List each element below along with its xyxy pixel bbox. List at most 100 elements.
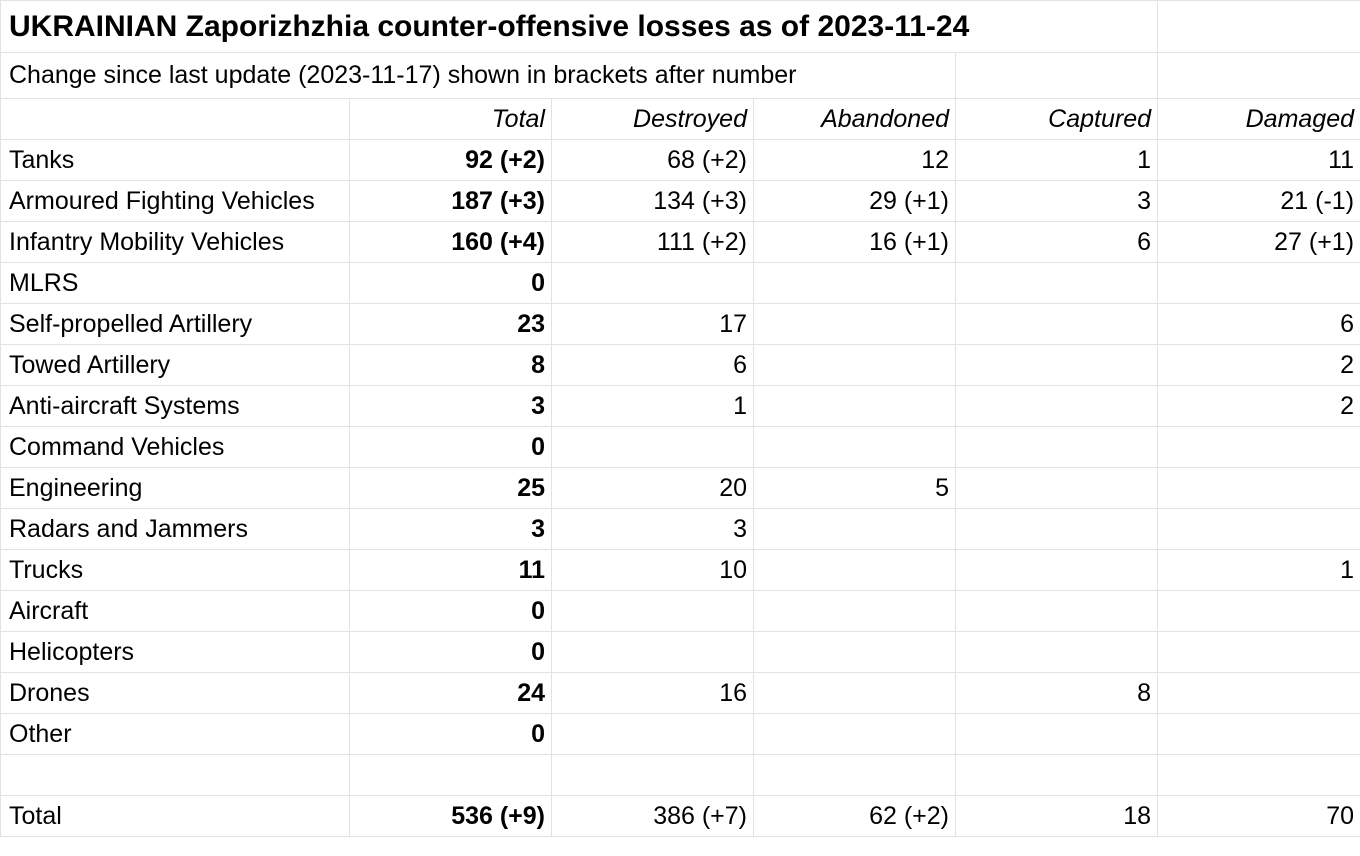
cell[interactable]: 29 (+1): [753, 180, 956, 222]
cell[interactable]: 16: [551, 672, 754, 714]
cell[interactable]: Total: [349, 98, 552, 140]
cell[interactable]: 3: [349, 508, 552, 550]
cell[interactable]: 0: [349, 262, 552, 304]
cell[interactable]: [954, 52, 1159, 99]
cell[interactable]: Drones: [0, 672, 350, 714]
cell[interactable]: 6: [954, 221, 1159, 263]
cell[interactable]: Other: [0, 713, 350, 755]
cell[interactable]: Radars and Jammers: [0, 508, 350, 550]
cell[interactable]: [753, 508, 956, 550]
cell[interactable]: 92 (+2): [349, 139, 552, 181]
cell[interactable]: Command Vehicles: [0, 426, 350, 468]
cell[interactable]: [1157, 754, 1360, 796]
cell[interactable]: [753, 262, 956, 304]
cell[interactable]: [1157, 590, 1360, 632]
cell[interactable]: [753, 754, 956, 796]
cell[interactable]: [1157, 52, 1360, 99]
cell[interactable]: 11: [1157, 139, 1360, 181]
cell[interactable]: [753, 303, 956, 345]
cell[interactable]: 1: [1157, 549, 1360, 591]
cell[interactable]: 20: [551, 467, 754, 509]
cell[interactable]: [954, 713, 1159, 755]
cell[interactable]: 536 (+9): [349, 795, 552, 837]
cell[interactable]: 160 (+4): [349, 221, 552, 263]
cell[interactable]: 111 (+2): [551, 221, 754, 263]
cell[interactable]: Armoured Fighting Vehicles: [0, 180, 350, 222]
cell[interactable]: MLRS: [0, 262, 350, 304]
cell[interactable]: [551, 426, 754, 468]
cell[interactable]: Infantry Mobility Vehicles: [0, 221, 350, 263]
cell[interactable]: Destroyed: [551, 98, 754, 140]
cell[interactable]: Towed Artillery: [0, 344, 350, 386]
cell[interactable]: 386 (+7): [551, 795, 754, 837]
subtitle[interactable]: Change since last update (2023-11-17) sh…: [0, 52, 956, 99]
cell[interactable]: Tanks: [0, 139, 350, 181]
cell[interactable]: 23: [349, 303, 552, 345]
cell[interactable]: [753, 385, 956, 427]
cell[interactable]: [551, 754, 754, 796]
cell[interactable]: 3: [954, 180, 1159, 222]
cell[interactable]: 0: [349, 426, 552, 468]
cell[interactable]: 16 (+1): [753, 221, 956, 263]
cell[interactable]: 1: [551, 385, 754, 427]
cell[interactable]: Helicopters: [0, 631, 350, 673]
cell[interactable]: Aircraft: [0, 590, 350, 632]
cell[interactable]: [954, 508, 1159, 550]
cell[interactable]: 8: [349, 344, 552, 386]
cell[interactable]: Total: [0, 795, 350, 837]
cell[interactable]: Abandoned: [753, 98, 956, 140]
cell[interactable]: [954, 262, 1159, 304]
cell[interactable]: [1157, 467, 1360, 509]
cell[interactable]: Trucks: [0, 549, 350, 591]
cell[interactable]: 6: [1157, 303, 1360, 345]
cell[interactable]: [753, 672, 956, 714]
cell[interactable]: 10: [551, 549, 754, 591]
cell[interactable]: 0: [349, 713, 552, 755]
cell[interactable]: 1: [954, 139, 1159, 181]
cell[interactable]: 8: [954, 672, 1159, 714]
cell[interactable]: 24: [349, 672, 552, 714]
cell[interactable]: [551, 631, 754, 673]
cell[interactable]: Engineering: [0, 467, 350, 509]
cell[interactable]: 68 (+2): [551, 139, 754, 181]
cell[interactable]: 5: [753, 467, 956, 509]
cell[interactable]: [551, 262, 754, 304]
cell[interactable]: 70: [1157, 795, 1360, 837]
cell[interactable]: 18: [954, 795, 1159, 837]
cell[interactable]: 17: [551, 303, 754, 345]
cell[interactable]: [551, 590, 754, 632]
cell[interactable]: [1157, 713, 1360, 755]
cell[interactable]: 62 (+2): [753, 795, 956, 837]
cell[interactable]: [954, 590, 1159, 632]
cell[interactable]: [954, 467, 1159, 509]
cell[interactable]: Captured: [954, 98, 1159, 140]
cell[interactable]: [1157, 0, 1360, 53]
cell[interactable]: [753, 713, 956, 755]
cell[interactable]: [954, 344, 1159, 386]
cell[interactable]: [954, 385, 1159, 427]
cell[interactable]: [1157, 672, 1360, 714]
cell[interactable]: [551, 713, 754, 755]
cell[interactable]: [1157, 508, 1360, 550]
cell[interactable]: [954, 426, 1159, 468]
cell[interactable]: [349, 754, 552, 796]
cell[interactable]: [1157, 631, 1360, 673]
cell[interactable]: [1157, 262, 1360, 304]
cell[interactable]: [753, 590, 956, 632]
cell[interactable]: 134 (+3): [551, 180, 754, 222]
cell[interactable]: [753, 426, 956, 468]
cell[interactable]: [954, 549, 1159, 591]
cell[interactable]: 0: [349, 631, 552, 673]
cell[interactable]: [0, 98, 350, 140]
cell[interactable]: Anti-aircraft Systems: [0, 385, 350, 427]
cell[interactable]: 12: [753, 139, 956, 181]
cell[interactable]: Self-propelled Artillery: [0, 303, 350, 345]
cell[interactable]: [1157, 426, 1360, 468]
cell[interactable]: 2: [1157, 385, 1360, 427]
cell[interactable]: [753, 631, 956, 673]
cell[interactable]: 6: [551, 344, 754, 386]
cell[interactable]: 187 (+3): [349, 180, 552, 222]
cell[interactable]: 11: [349, 549, 552, 591]
cell[interactable]: [753, 549, 956, 591]
cell[interactable]: [954, 631, 1159, 673]
